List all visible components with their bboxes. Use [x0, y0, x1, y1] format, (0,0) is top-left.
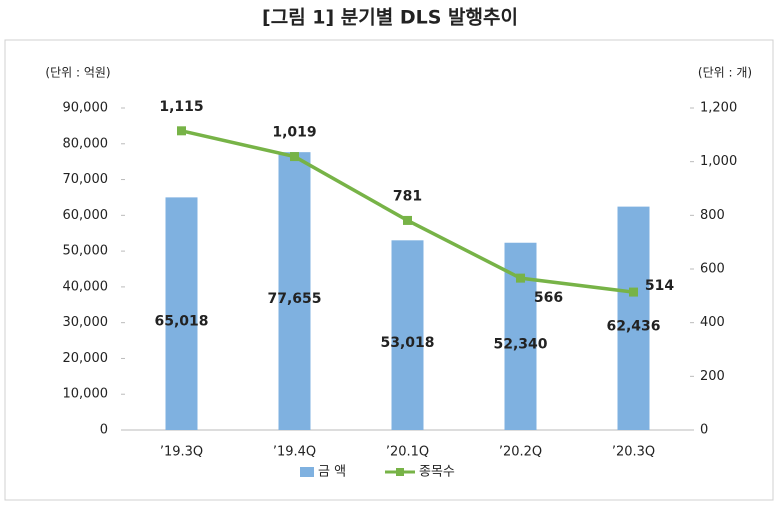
x-tick-label: ’20.1Q — [386, 445, 429, 460]
line-marker — [177, 126, 186, 136]
bar — [391, 240, 424, 430]
chart-frame — [4, 39, 774, 501]
line-marker — [290, 152, 299, 162]
line-marker — [403, 215, 412, 225]
y-tick-label: 90,000 — [63, 101, 109, 116]
y-tick-label: 30,000 — [63, 315, 109, 330]
y-unit: (단위 : 억원) — [45, 66, 110, 80]
line-value-label: 1,115 — [159, 99, 203, 115]
y2-tick-label: 0 — [700, 423, 708, 438]
bar-value-label: 52,340 — [493, 336, 547, 352]
y-tick-label: 50,000 — [63, 244, 109, 259]
line-marker — [516, 273, 525, 283]
x-tick-label: ’19.3Q — [160, 445, 203, 460]
x-tick-label: ’20.3Q — [612, 445, 655, 460]
bar-value-label: 65,018 — [154, 314, 208, 330]
y2-tick-label: 1,200 — [700, 101, 737, 116]
bar-value-label: 77,655 — [267, 291, 321, 307]
bar — [165, 197, 198, 430]
y2-tick-label: 600 — [700, 262, 725, 277]
y-tick-label: 70,000 — [63, 172, 109, 187]
y-tick-label: 80,000 — [63, 136, 109, 151]
y-tick-label: 10,000 — [63, 387, 109, 402]
line-value-label: 781 — [393, 188, 422, 204]
y2-tick-label: 800 — [700, 208, 725, 223]
y-tick-label: 0 — [100, 423, 108, 438]
line-value-label: 566 — [534, 290, 563, 306]
legend-swatch — [300, 467, 314, 477]
line-value-label: 1,019 — [272, 125, 316, 141]
y-tick-label: 20,000 — [63, 351, 109, 366]
y-tick-label: 40,000 — [63, 279, 109, 294]
legend-label: 금 액 — [318, 465, 346, 480]
bar-value-label: 53,018 — [380, 335, 434, 351]
y2-unit: (단위 : 개) — [698, 66, 752, 80]
chart-title: [그림 1] 분기별 DLS 발행추이 — [262, 7, 518, 29]
y2-tick-label: 400 — [700, 315, 725, 330]
bar-value-label: 62,436 — [606, 318, 660, 334]
bar — [617, 206, 650, 430]
y2-tick-label: 200 — [700, 369, 725, 384]
legend-label: 종목수 — [419, 465, 455, 480]
x-tick-label: ’20.2Q — [499, 445, 542, 460]
bar — [278, 152, 311, 430]
line-marker — [629, 287, 638, 297]
line-value-label: 514 — [645, 278, 674, 294]
y-tick-label: 60,000 — [63, 208, 109, 223]
y2-tick-label: 1,000 — [700, 154, 737, 169]
legend-swatch-marker — [396, 468, 404, 476]
x-tick-label: ’19.4Q — [273, 445, 316, 460]
